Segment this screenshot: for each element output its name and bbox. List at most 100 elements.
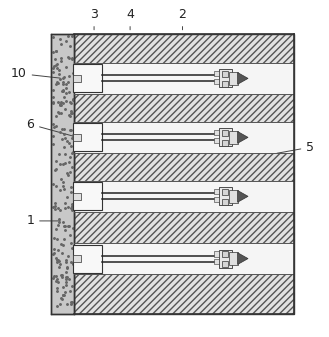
Point bbox=[63, 275, 68, 280]
Point bbox=[56, 216, 62, 222]
Point bbox=[66, 141, 71, 146]
Point bbox=[63, 270, 68, 275]
Point bbox=[69, 135, 74, 140]
Point bbox=[69, 302, 74, 307]
Point bbox=[57, 301, 63, 307]
Point bbox=[62, 227, 67, 233]
Polygon shape bbox=[238, 131, 248, 143]
Point bbox=[59, 250, 64, 255]
Bar bbox=[229, 252, 238, 265]
Point bbox=[61, 89, 66, 94]
Point bbox=[57, 187, 62, 192]
Point bbox=[62, 206, 67, 211]
Point bbox=[65, 205, 71, 210]
Point bbox=[53, 227, 59, 232]
Point bbox=[69, 34, 74, 39]
Bar bbox=[73, 123, 102, 151]
Point bbox=[71, 71, 76, 76]
Polygon shape bbox=[238, 253, 248, 265]
Point bbox=[52, 56, 58, 62]
Point bbox=[50, 34, 55, 40]
Point bbox=[62, 106, 67, 111]
Point bbox=[56, 265, 62, 270]
Point bbox=[57, 110, 62, 116]
Point bbox=[54, 62, 59, 68]
Bar bbox=[73, 193, 81, 200]
Point bbox=[68, 110, 73, 115]
Point bbox=[62, 293, 67, 298]
Point bbox=[60, 273, 65, 278]
Text: 6: 6 bbox=[26, 118, 75, 136]
Point bbox=[55, 279, 61, 285]
Polygon shape bbox=[222, 71, 228, 77]
Bar bbox=[74, 181, 294, 212]
Point bbox=[60, 220, 65, 225]
Point bbox=[53, 158, 58, 163]
Point bbox=[70, 261, 75, 266]
Point bbox=[70, 97, 76, 103]
Point bbox=[66, 89, 72, 94]
Point bbox=[69, 164, 74, 170]
Bar bbox=[214, 251, 219, 257]
Point bbox=[67, 232, 73, 237]
Point bbox=[50, 251, 55, 256]
Point bbox=[55, 276, 60, 282]
Point bbox=[70, 150, 76, 155]
Bar bbox=[218, 250, 232, 268]
Point bbox=[55, 99, 60, 104]
Point bbox=[59, 102, 64, 108]
Point bbox=[56, 68, 62, 73]
Point bbox=[67, 43, 72, 49]
Point bbox=[69, 108, 74, 114]
Point bbox=[61, 145, 66, 150]
Point bbox=[69, 245, 74, 250]
Point bbox=[51, 251, 56, 256]
Point bbox=[54, 259, 59, 265]
Point bbox=[55, 288, 60, 294]
Point bbox=[54, 303, 59, 309]
Polygon shape bbox=[238, 72, 248, 84]
Point bbox=[65, 172, 70, 178]
Point bbox=[50, 94, 56, 100]
Point bbox=[63, 38, 68, 43]
Point bbox=[61, 292, 66, 298]
Point bbox=[62, 224, 67, 229]
Bar bbox=[214, 259, 219, 265]
Point bbox=[54, 65, 60, 70]
Bar bbox=[74, 34, 294, 314]
Point bbox=[70, 262, 75, 267]
Point bbox=[61, 284, 66, 289]
Point bbox=[54, 237, 60, 242]
Point bbox=[63, 257, 68, 263]
Point bbox=[68, 300, 73, 305]
Polygon shape bbox=[222, 198, 228, 205]
Bar bbox=[229, 72, 238, 85]
Point bbox=[67, 113, 73, 118]
Point bbox=[68, 100, 74, 105]
Point bbox=[67, 99, 72, 104]
Point bbox=[63, 98, 68, 104]
Point bbox=[61, 126, 66, 132]
Text: 3: 3 bbox=[90, 8, 98, 30]
Point bbox=[58, 130, 63, 135]
Point bbox=[70, 56, 75, 62]
Point bbox=[61, 81, 66, 87]
Point bbox=[65, 33, 71, 39]
Point bbox=[54, 49, 59, 54]
Point bbox=[69, 203, 74, 208]
Point bbox=[64, 274, 69, 280]
Point bbox=[54, 123, 59, 128]
Point bbox=[63, 289, 68, 295]
Point bbox=[63, 151, 68, 156]
Point bbox=[69, 55, 75, 60]
Point bbox=[53, 48, 58, 53]
Bar bbox=[214, 130, 219, 135]
Point bbox=[70, 201, 75, 206]
Point bbox=[66, 73, 72, 79]
Bar bbox=[214, 71, 219, 76]
Point bbox=[64, 264, 69, 269]
Point bbox=[50, 88, 55, 93]
Point bbox=[70, 132, 75, 137]
Bar bbox=[73, 255, 81, 262]
Point bbox=[53, 256, 59, 261]
